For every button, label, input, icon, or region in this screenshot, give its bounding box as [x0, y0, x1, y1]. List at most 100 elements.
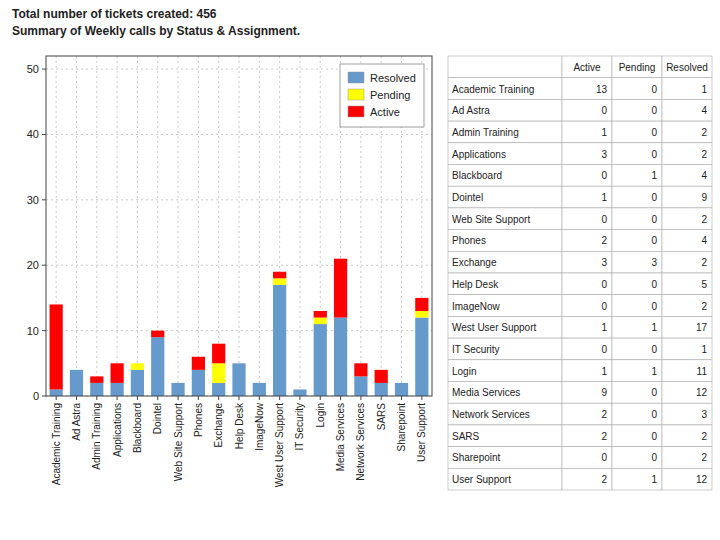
grid [46, 56, 432, 396]
table-cell [612, 251, 662, 273]
table-value: 0 [601, 452, 607, 463]
table-value: 1 [651, 474, 657, 485]
table-value: 2 [601, 235, 607, 246]
x-tick-label: Phones [193, 403, 204, 437]
x-tick-label: Applications [112, 403, 123, 457]
y-tick-label: 50 [27, 63, 39, 75]
table-value: 0 [601, 170, 607, 181]
table-cell [662, 425, 712, 447]
table-cell [562, 273, 612, 295]
table-category: Blackboard [452, 170, 502, 181]
table-category: Sharepoint [452, 452, 501, 463]
table-value: 1 [651, 170, 657, 181]
table-cell [562, 99, 612, 121]
table-category: Exchange [452, 257, 497, 268]
table-category: Ad Astra [452, 105, 490, 116]
table-value: 1 [701, 84, 707, 95]
table-value: 4 [701, 170, 707, 181]
table-cell [562, 425, 612, 447]
table-category: Help Desk [452, 279, 499, 290]
table-cell [448, 316, 562, 338]
table-cell [562, 186, 612, 208]
x-tick [117, 396, 118, 400]
x-grid-line [299, 56, 300, 396]
table-cell [562, 382, 612, 404]
table-value: 2 [701, 431, 707, 442]
x-tick-label: West User Support [274, 403, 285, 488]
bar-segment [232, 363, 245, 364]
table-cell [612, 447, 662, 469]
bar-segment [253, 383, 266, 396]
table-cell [662, 468, 712, 490]
x-tick-label: Blackboard [132, 403, 143, 453]
x-tick-label: Media Services [335, 403, 346, 471]
bar-segment [90, 376, 103, 383]
table-cell [662, 295, 712, 317]
table-header: Pending [619, 62, 656, 73]
bar-segment [151, 337, 164, 396]
table-cell [662, 56, 712, 78]
table-cell [612, 230, 662, 252]
bar-segment [111, 363, 124, 383]
y-grid-line [46, 134, 432, 135]
table-cell [662, 186, 712, 208]
table-cell [448, 295, 562, 317]
table-value: 0 [651, 301, 657, 312]
table-cell [612, 208, 662, 230]
table-cell [612, 99, 662, 121]
x-tick-label: Exchange [213, 403, 224, 448]
bar-segment [273, 278, 286, 285]
y-grid-line [46, 330, 432, 331]
table-value: 2 [701, 452, 707, 463]
table-value: 1 [651, 366, 657, 377]
table-value: 1 [701, 344, 707, 355]
table-value: 0 [651, 344, 657, 355]
table-category: Applications [452, 149, 506, 160]
y-tick [42, 134, 46, 135]
table-cell [448, 425, 562, 447]
table-value: 0 [651, 105, 657, 116]
table-cell [612, 78, 662, 100]
table-cell [612, 121, 662, 143]
bar-segment [192, 370, 205, 396]
table-cell [448, 121, 562, 143]
table-value: 2 [701, 257, 707, 268]
x-grid-line [239, 56, 240, 396]
y-tick [42, 69, 46, 70]
table-cell [448, 186, 562, 208]
table-cell [562, 360, 612, 382]
table-cell [662, 447, 712, 469]
table-cell [448, 143, 562, 165]
x-grid-line [259, 56, 260, 396]
bar-segment [232, 363, 245, 364]
table-cell [448, 56, 562, 78]
bar-segment [273, 272, 286, 279]
x-tick [76, 396, 77, 400]
table-value: 2 [701, 214, 707, 225]
table-cell [612, 468, 662, 490]
table-cell [448, 360, 562, 382]
x-grid-line [76, 56, 77, 396]
table-value: 13 [596, 84, 608, 95]
table-cell [562, 295, 612, 317]
table-cell [662, 165, 712, 187]
table-cell [662, 273, 712, 295]
bar-segment [415, 298, 428, 311]
bar-segment [375, 370, 388, 383]
x-tick-label: Network Services [355, 403, 366, 481]
x-tick [279, 396, 280, 400]
table-value: 0 [651, 279, 657, 290]
table-cell [562, 165, 612, 187]
y-tick [42, 330, 46, 331]
table-cell [612, 316, 662, 338]
table-cell [662, 78, 712, 100]
table-cell [612, 360, 662, 382]
x-tick [360, 396, 361, 400]
table-header: Active [573, 62, 601, 73]
plot-frame [46, 56, 432, 396]
table-cell [562, 121, 612, 143]
bar-segment [314, 324, 327, 396]
table-category: Academic Training [452, 84, 534, 95]
table-cell [662, 230, 712, 252]
table-value: 3 [651, 257, 657, 268]
